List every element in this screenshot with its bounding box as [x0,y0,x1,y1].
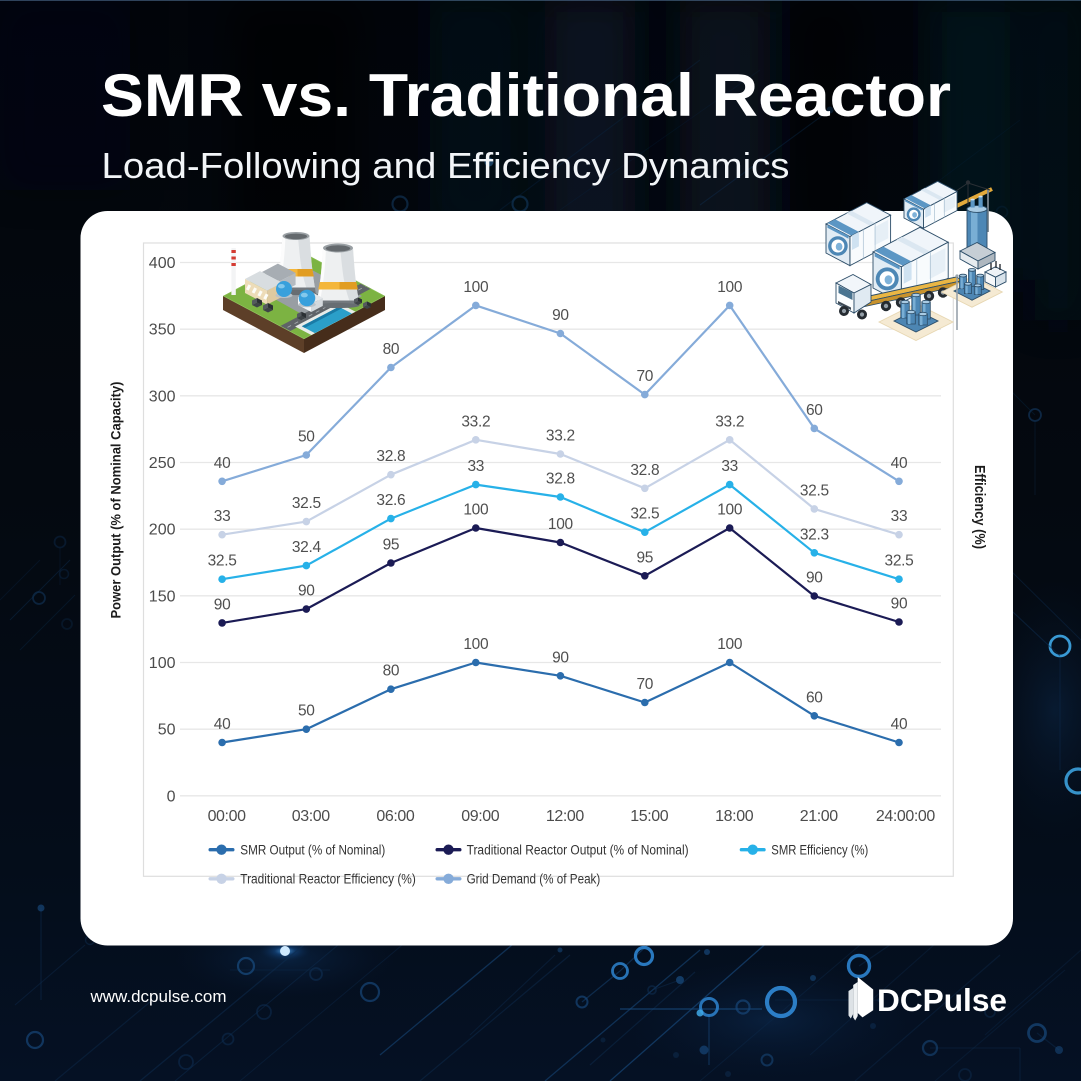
svg-text:Power Output (% of Nominal Cap: Power Output (% of Nominal Capacity) [109,382,124,619]
svg-text:www.dcpulse.com: www.dcpulse.com [89,988,226,1006]
svg-text:DCPulse: DCPulse [877,982,1007,1018]
svg-text:32.8: 32.8 [630,462,659,479]
svg-text:03:00: 03:00 [292,808,331,825]
svg-text:95: 95 [383,537,400,554]
svg-text:90: 90 [214,596,231,613]
svg-text:32.5: 32.5 [292,495,321,512]
svg-text:100: 100 [717,279,743,296]
svg-text:50: 50 [158,722,176,739]
svg-text:33.2: 33.2 [461,413,490,430]
svg-text:32.5: 32.5 [800,482,829,499]
svg-text:80: 80 [383,663,400,680]
svg-text:12:00: 12:00 [546,808,585,825]
svg-text:70: 70 [636,368,653,385]
svg-text:70: 70 [636,676,653,693]
svg-text:33: 33 [721,458,738,475]
svg-text:Traditional Reactor Output (%: Traditional Reactor Output (% of Nominal… [467,843,689,858]
svg-text:09:00: 09:00 [461,808,500,825]
svg-text:100: 100 [717,502,743,519]
svg-text:100: 100 [717,636,743,653]
svg-text:21:00: 21:00 [800,808,839,825]
svg-text:60: 60 [806,402,823,419]
svg-text:32.3: 32.3 [800,526,829,543]
svg-text:32.8: 32.8 [546,471,575,488]
svg-text:32.4: 32.4 [292,539,322,556]
svg-text:50: 50 [298,703,315,720]
svg-text:33: 33 [891,508,908,525]
svg-text:33: 33 [214,508,231,525]
svg-text:Efficiency (%): Efficiency (%) [971,465,987,549]
svg-text:SMR vs. Traditional Reactor: SMR vs. Traditional Reactor [101,62,951,129]
svg-text:100: 100 [463,502,489,519]
svg-text:Traditional Reactor Efficiency: Traditional Reactor Efficiency (%) [240,872,415,887]
svg-text:90: 90 [552,307,569,324]
svg-text:100: 100 [463,279,489,296]
svg-text:0: 0 [167,788,176,805]
svg-text:Load-Following and Efficiency: Load-Following and Efficiency Dynamics [102,145,790,186]
svg-text:60: 60 [806,689,823,706]
svg-text:18:00: 18:00 [715,808,754,825]
svg-text:40: 40 [214,455,231,472]
svg-text:90: 90 [298,583,315,600]
svg-text:33: 33 [467,458,484,475]
svg-text:32.8: 32.8 [376,448,405,465]
svg-text:Grid Demand (% of Peak): Grid Demand (% of Peak) [467,872,601,887]
svg-text:100: 100 [548,516,574,533]
svg-text:80: 80 [383,341,400,358]
svg-text:400: 400 [149,255,176,272]
svg-text:24:00:00: 24:00:00 [876,808,936,825]
svg-text:150: 150 [149,588,176,605]
svg-text:200: 200 [149,522,176,539]
svg-text:32.5: 32.5 [630,506,659,523]
svg-text:90: 90 [552,649,569,666]
svg-text:90: 90 [891,596,908,613]
svg-text:40: 40 [891,716,908,733]
svg-text:00:00: 00:00 [208,808,247,825]
svg-text:33.2: 33.2 [546,428,575,445]
svg-text:32.6: 32.6 [376,492,405,509]
svg-text:40: 40 [891,455,908,472]
svg-text:32.5: 32.5 [885,553,914,570]
svg-text:40: 40 [214,716,231,733]
svg-text:300: 300 [149,388,176,405]
svg-text:350: 350 [149,322,176,339]
svg-text:33.2: 33.2 [715,413,744,430]
svg-text:100: 100 [149,655,176,672]
svg-text:250: 250 [149,455,176,472]
svg-text:15:00: 15:00 [630,808,669,825]
svg-text:SMR Output (% of Nominal): SMR Output (% of Nominal) [240,843,385,858]
svg-text:95: 95 [636,549,653,566]
svg-text:32.5: 32.5 [208,553,237,570]
svg-text:100: 100 [463,636,489,653]
svg-text:50: 50 [298,429,315,446]
svg-text:SMR Efficiency (%): SMR Efficiency (%) [771,843,868,858]
svg-text:06:00: 06:00 [376,808,415,825]
svg-text:90: 90 [806,570,823,587]
